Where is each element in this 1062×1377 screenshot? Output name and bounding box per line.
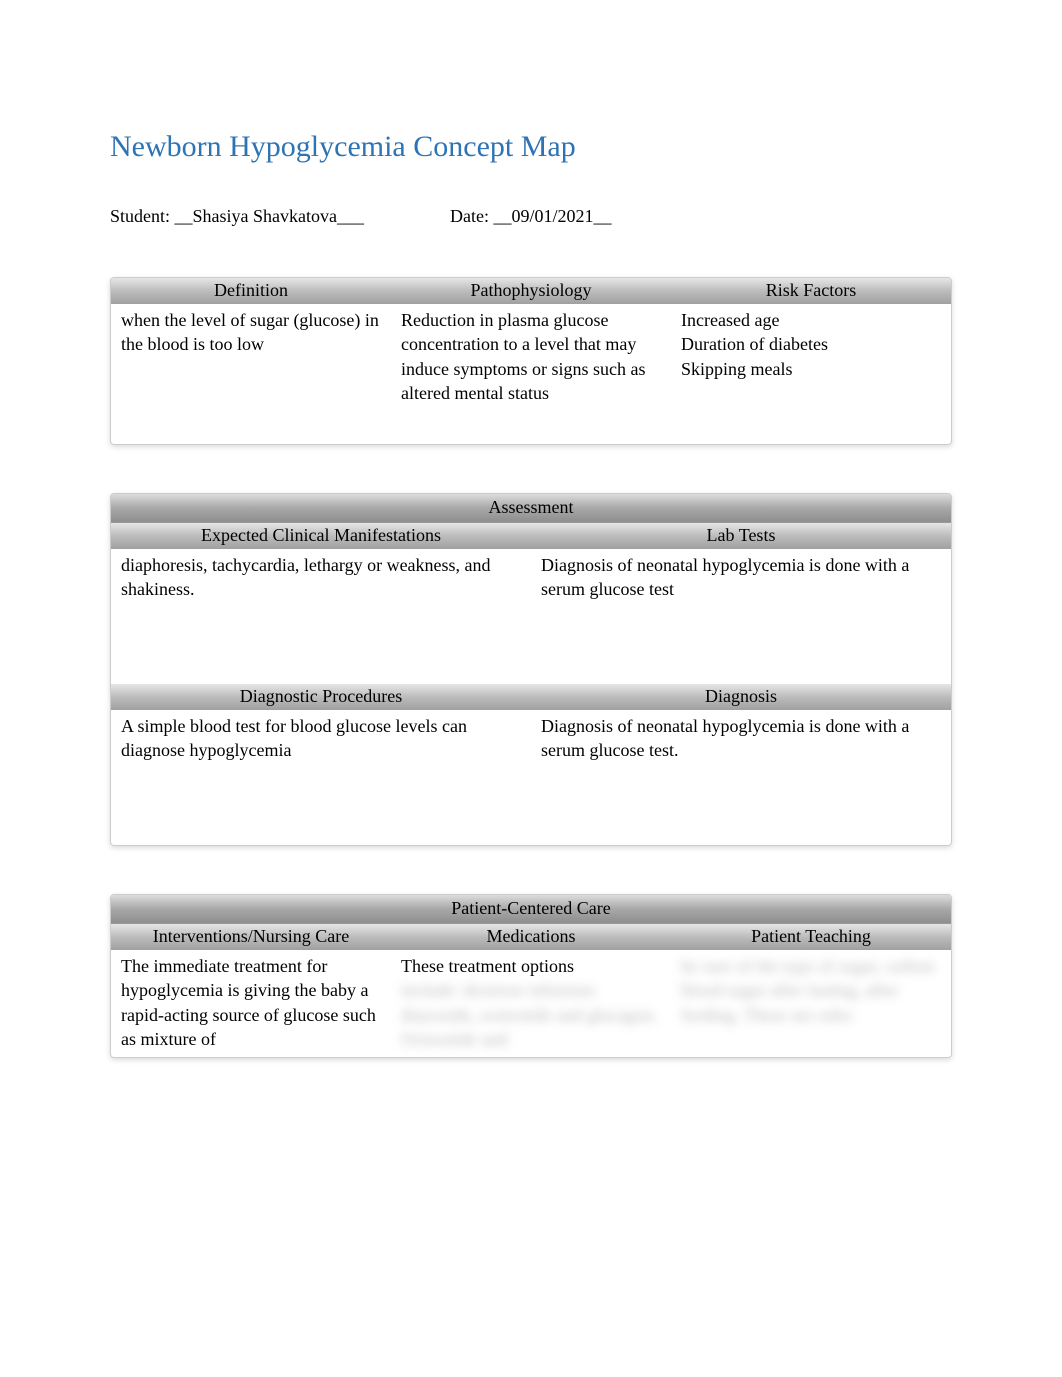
student-value: Shasiya Shavkatova bbox=[193, 206, 337, 226]
meta-row: Student: __Shasiya Shavkatova___ Date: _… bbox=[110, 206, 952, 227]
page-title: Newborn Hypoglycemia Concept Map bbox=[110, 130, 952, 164]
clinical-manifestations-header: Expected Clinical Manifestations bbox=[111, 523, 531, 549]
clinical-manifestations-cell: diaphoresis, tachycardia, lethargy or we… bbox=[111, 549, 531, 684]
definition-cell: when the level of sugar (glucose) in the… bbox=[111, 304, 391, 444]
assessment-title: Assessment bbox=[111, 494, 951, 523]
student-trail: ___ bbox=[337, 206, 364, 226]
definition-panel: Definition Pathophysiology Risk Factors … bbox=[110, 277, 952, 445]
date-trail: __ bbox=[594, 206, 612, 226]
date-field: Date: __09/01/2021__ bbox=[450, 206, 612, 227]
assessment-panel: Assessment Expected Clinical Manifestati… bbox=[110, 493, 952, 846]
pathophysiology-header: Pathophysiology bbox=[391, 278, 671, 304]
pathophysiology-cell: Reduction in plasma glucose concentratio… bbox=[391, 304, 671, 444]
interventions-header: Interventions/Nursing Care bbox=[111, 924, 391, 950]
medications-blurred: include: dextrose infusions diazoxide, o… bbox=[401, 978, 661, 1051]
diagnostic-procedures-header: Diagnostic Procedures bbox=[111, 684, 531, 710]
medications-visible: These treatment options bbox=[401, 956, 574, 976]
lab-tests-header: Lab Tests bbox=[531, 523, 951, 549]
definition-header: Definition bbox=[111, 278, 391, 304]
patient-teaching-cell: be sure of the type of sugar, carbon blo… bbox=[671, 950, 951, 1040]
interventions-cell: The immediate treatment for hypoglycemia… bbox=[111, 950, 391, 1057]
student-label: Student: __ bbox=[110, 206, 193, 226]
diagnostic-procedures-cell: A simple blood test for blood glucose le… bbox=[111, 710, 531, 845]
risk-factors-header: Risk Factors bbox=[671, 278, 951, 304]
patient-teaching-header: Patient Teaching bbox=[671, 924, 951, 950]
date-value: 09/01/2021 bbox=[511, 206, 593, 226]
diagnosis-cell: Diagnosis of neonatal hypoglycemia is do… bbox=[531, 710, 951, 845]
risk-factors-cell: Increased age Duration of diabetes Skipp… bbox=[671, 304, 951, 444]
date-label: Date: __ bbox=[450, 206, 511, 226]
patient-care-panel: Patient-Centered Care Interventions/Nurs… bbox=[110, 894, 952, 1058]
patient-care-title: Patient-Centered Care bbox=[111, 895, 951, 924]
diagnosis-header: Diagnosis bbox=[531, 684, 951, 710]
student-field: Student: __Shasiya Shavkatova___ bbox=[110, 206, 450, 227]
lab-tests-cell: Diagnosis of neonatal hypoglycemia is do… bbox=[531, 549, 951, 684]
medications-cell: These treatment options include: dextros… bbox=[391, 950, 671, 1057]
medications-header: Medications bbox=[391, 924, 671, 950]
